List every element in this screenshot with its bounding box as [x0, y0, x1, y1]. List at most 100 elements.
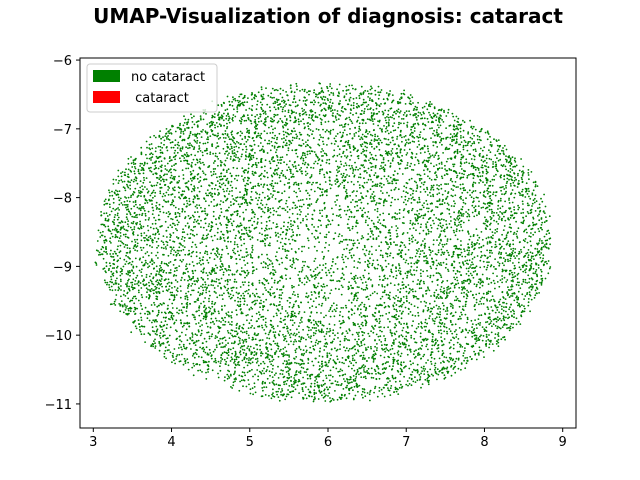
scatter-point: [353, 175, 356, 178]
scatter-point: [246, 357, 248, 360]
scatter-point: [250, 217, 253, 220]
scatter-point: [460, 198, 462, 200]
scatter-point: [151, 206, 154, 209]
scatter-point: [264, 229, 266, 232]
scatter-point: [290, 248, 293, 250]
scatter-point: [374, 183, 377, 186]
scatter-point: [118, 209, 120, 211]
scatter-point: [463, 286, 466, 288]
scatter-point: [254, 299, 256, 302]
scatter-point: [298, 306, 300, 309]
scatter-point: [119, 235, 122, 237]
scatter-point: [232, 384, 235, 387]
scatter-point: [274, 141, 277, 144]
scatter-point: [491, 178, 494, 181]
scatter-point: [148, 143, 151, 146]
scatter-point: [238, 225, 240, 228]
scatter-point: [411, 157, 414, 160]
scatter-point: [259, 344, 261, 347]
scatter-point: [363, 388, 366, 391]
scatter-point: [524, 281, 527, 284]
scatter-point: [146, 146, 148, 149]
scatter-point: [349, 112, 352, 114]
scatter-point: [120, 295, 122, 298]
scatter-point: [384, 117, 387, 119]
scatter-point: [474, 208, 477, 211]
scatter-point: [220, 175, 223, 178]
scatter-point: [109, 253, 112, 255]
scatter-point: [508, 197, 510, 200]
scatter-point: [329, 133, 332, 135]
scatter-point: [405, 295, 408, 298]
scatter-point: [324, 262, 327, 265]
scatter-point: [270, 182, 273, 185]
scatter-point: [470, 319, 473, 322]
scatter-point: [140, 249, 143, 252]
scatter-point: [432, 219, 434, 222]
scatter-point: [439, 234, 441, 237]
scatter-point: [98, 251, 101, 254]
scatter-point: [342, 174, 345, 177]
scatter-point: [489, 255, 491, 258]
scatter-point: [221, 305, 223, 308]
scatter-point: [329, 83, 332, 85]
scatter-point: [489, 222, 492, 225]
scatter-point: [155, 184, 158, 187]
scatter-point: [508, 308, 510, 311]
scatter-point: [338, 83, 341, 86]
scatter-point: [242, 342, 245, 344]
scatter-point: [329, 107, 332, 110]
scatter-point: [239, 215, 241, 218]
scatter-point: [268, 343, 271, 345]
scatter-point: [420, 287, 423, 289]
scatter-point: [436, 146, 439, 148]
scatter-point: [426, 377, 429, 380]
scatter-point: [410, 377, 413, 380]
scatter-point: [506, 254, 509, 257]
scatter-point: [388, 246, 391, 248]
scatter-point: [311, 395, 313, 398]
scatter-point: [251, 387, 254, 390]
scatter-point: [143, 161, 146, 164]
scatter-point: [145, 276, 148, 278]
scatter-point: [322, 114, 325, 117]
scatter-point: [274, 342, 277, 345]
scatter-point: [241, 348, 244, 351]
scatter-point: [381, 266, 383, 269]
scatter-point: [480, 246, 482, 249]
scatter-point: [329, 129, 332, 132]
scatter-point: [458, 271, 461, 273]
scatter-point: [222, 346, 224, 349]
scatter-point: [398, 249, 401, 251]
scatter-point: [172, 352, 175, 355]
scatter-point: [354, 161, 356, 164]
scatter-point: [303, 245, 306, 248]
scatter-point: [431, 336, 434, 338]
scatter-point: [305, 351, 308, 353]
scatter-point: [418, 143, 421, 146]
scatter-point: [245, 148, 248, 151]
scatter-point: [340, 307, 343, 309]
scatter-point: [329, 131, 332, 134]
scatter-point: [325, 377, 328, 379]
scatter-point: [389, 380, 391, 382]
scatter-point: [253, 327, 256, 329]
scatter-point: [237, 174, 240, 177]
scatter-point: [486, 241, 489, 244]
scatter-point: [425, 362, 427, 364]
scatter-point: [185, 185, 188, 188]
scatter-point: [357, 390, 359, 393]
scatter-point: [478, 171, 481, 174]
scatter-point: [394, 170, 396, 173]
scatter-point: [416, 363, 419, 366]
scatter-point: [112, 272, 115, 275]
scatter-point: [194, 205, 197, 208]
scatter-point: [347, 365, 350, 368]
scatter-point: [385, 92, 388, 94]
scatter-point: [457, 256, 460, 259]
scatter-point: [435, 267, 438, 270]
scatter-point: [162, 290, 165, 293]
scatter-point: [379, 154, 382, 157]
scatter-point: [348, 329, 351, 332]
scatter-point: [486, 206, 489, 209]
